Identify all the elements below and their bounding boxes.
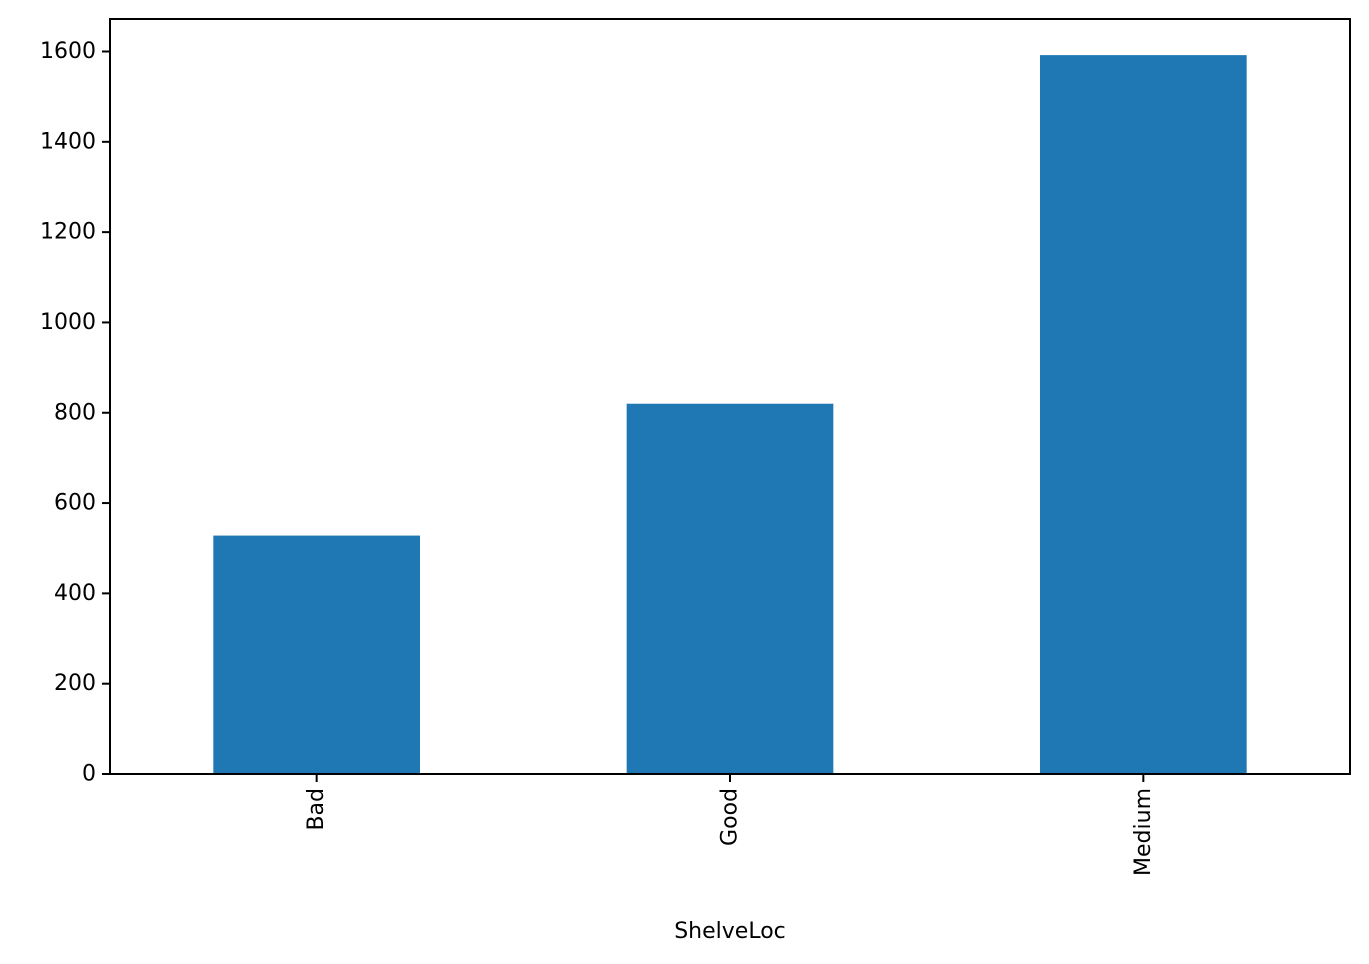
x-tick-label: Medium [1131, 788, 1156, 876]
x-axis: Bad Good Medium [304, 774, 1156, 876]
x-tick-label: Good [718, 788, 743, 846]
y-tick-label: 1400 [40, 129, 96, 154]
bar-medium [1040, 55, 1247, 775]
bar-good [626, 403, 834, 774]
y-tick-label: 1200 [40, 220, 96, 245]
plot-frame [109, 18, 1351, 775]
y-tick-label: 800 [54, 400, 96, 425]
x-axis-label: ShelveLoc [674, 919, 786, 944]
x-tick-label: Bad [304, 788, 329, 831]
y-axis: 0 200 400 600 800 1000 1200 1400 1600 [40, 39, 110, 787]
y-tick-label: 1600 [40, 39, 96, 64]
bars-group [213, 55, 1247, 775]
bar-bad [213, 535, 420, 774]
y-tick-label: 600 [54, 491, 96, 516]
y-tick-label: 1000 [40, 310, 96, 335]
y-tick-label: 0 [82, 762, 96, 787]
y-tick-label: 200 [54, 671, 96, 696]
y-tick-label: 400 [54, 581, 96, 606]
